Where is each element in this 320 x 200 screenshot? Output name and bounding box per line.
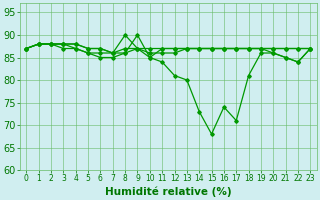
X-axis label: Humidité relative (%): Humidité relative (%) [105, 186, 232, 197]
